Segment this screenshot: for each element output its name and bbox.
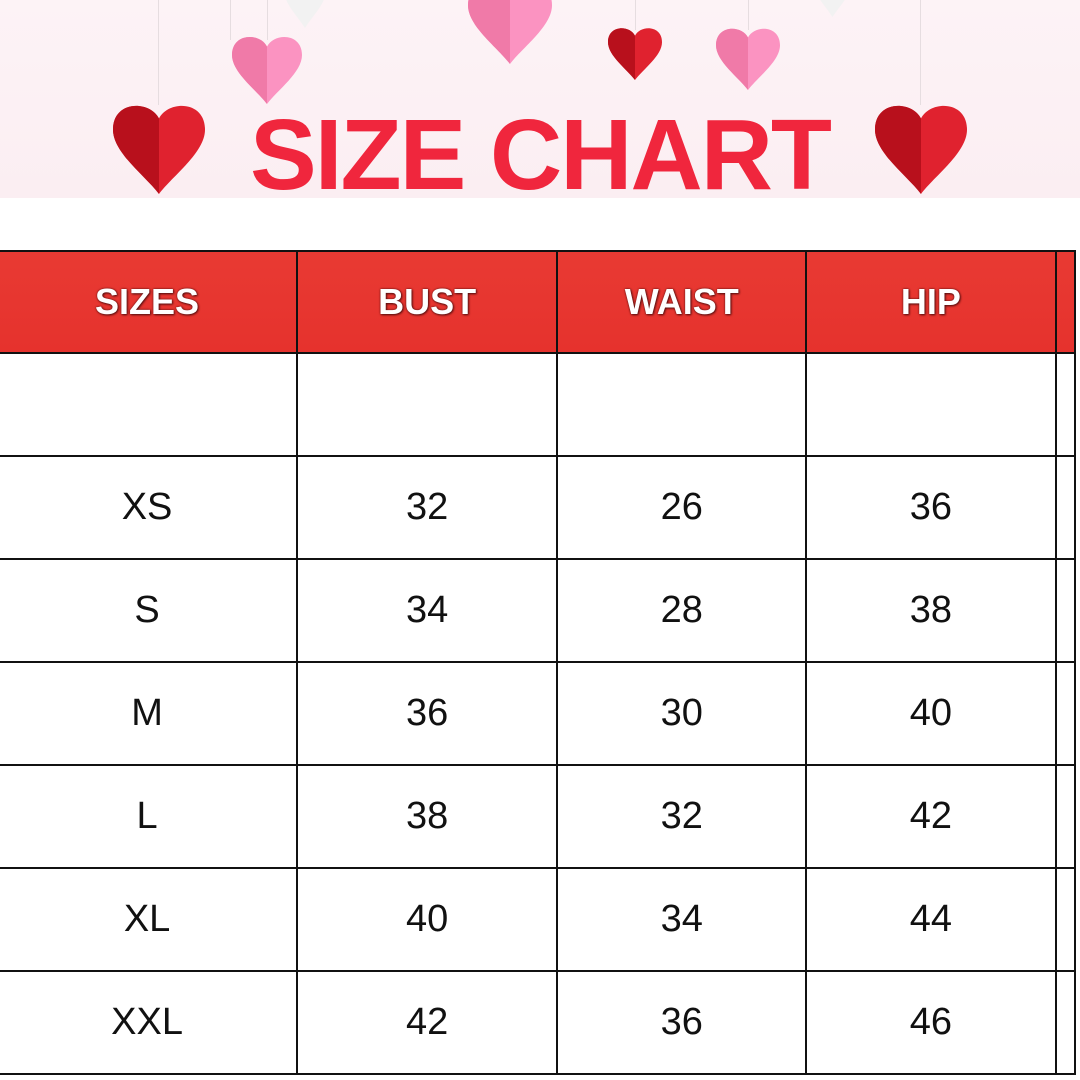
size-table: SIZES BUST WAIST HIP XS 32 26 36 S 34 28 38 M 36 3… (0, 250, 1076, 1075)
cell-waist: 32 (556, 764, 808, 869)
column-header-extra (1054, 250, 1076, 354)
cell-hip: 36 (805, 455, 1057, 560)
cell-extra (1054, 764, 1076, 869)
cell-size: M (0, 661, 299, 766)
cell-extra (1054, 558, 1076, 663)
cell-extra (1054, 867, 1076, 972)
cell-extra (1054, 661, 1076, 766)
cell-waist: 26 (556, 455, 808, 560)
cell-hip (805, 352, 1057, 457)
column-header-waist: WAIST (556, 250, 808, 354)
table-row: L 38 32 42 (0, 764, 1076, 869)
cell-bust: 32 (296, 455, 559, 560)
cell-bust: 34 (296, 558, 559, 663)
cell-hip: 44 (805, 867, 1057, 972)
pink-heart-icon (232, 36, 302, 104)
cell-size (0, 352, 299, 457)
cell-size: S (0, 558, 299, 663)
cell-extra (1054, 455, 1076, 560)
cell-waist (556, 352, 808, 457)
cell-waist: 30 (556, 661, 808, 766)
cell-bust: 36 (296, 661, 559, 766)
cell-size: L (0, 764, 299, 869)
table-row: M 36 30 40 (0, 661, 1076, 766)
page-title: SIZE CHART (250, 99, 832, 211)
cell-hip: 38 (805, 558, 1057, 663)
cell-hip: 42 (805, 764, 1057, 869)
table-row (0, 352, 1076, 457)
cell-hip: 40 (805, 661, 1057, 766)
cell-bust (296, 352, 559, 457)
table-row: XXL 42 36 46 (0, 970, 1076, 1075)
table-header-row: SIZES BUST WAIST HIP (0, 250, 1076, 354)
pink-heart-icon (468, 0, 552, 64)
column-header-hip: HIP (805, 250, 1057, 354)
white-heart-icon (286, 0, 324, 28)
red-heart-icon (608, 28, 662, 80)
cell-extra (1054, 970, 1076, 1075)
cell-waist: 28 (556, 558, 808, 663)
table-row: S 34 28 38 (0, 558, 1076, 663)
cell-bust: 38 (296, 764, 559, 869)
cell-waist: 34 (556, 867, 808, 972)
cell-extra (1054, 352, 1076, 457)
cell-bust: 42 (296, 970, 559, 1075)
cell-bust: 40 (296, 867, 559, 972)
pink-heart-icon (716, 28, 780, 90)
table-row: XS 32 26 36 (0, 455, 1076, 560)
header-banner (0, 0, 1080, 198)
cell-size: XXL (0, 970, 299, 1075)
column-header-sizes: SIZES (0, 250, 299, 354)
cell-hip: 46 (805, 970, 1057, 1075)
red-heart-icon (113, 105, 205, 194)
cell-size: XL (0, 867, 299, 972)
red-heart-icon (875, 105, 967, 194)
cell-waist: 36 (556, 970, 808, 1075)
table-row: XL 40 34 44 (0, 867, 1076, 972)
white-heart-icon (820, 0, 845, 17)
cell-size: XS (0, 455, 299, 560)
column-header-bust: BUST (296, 250, 559, 354)
